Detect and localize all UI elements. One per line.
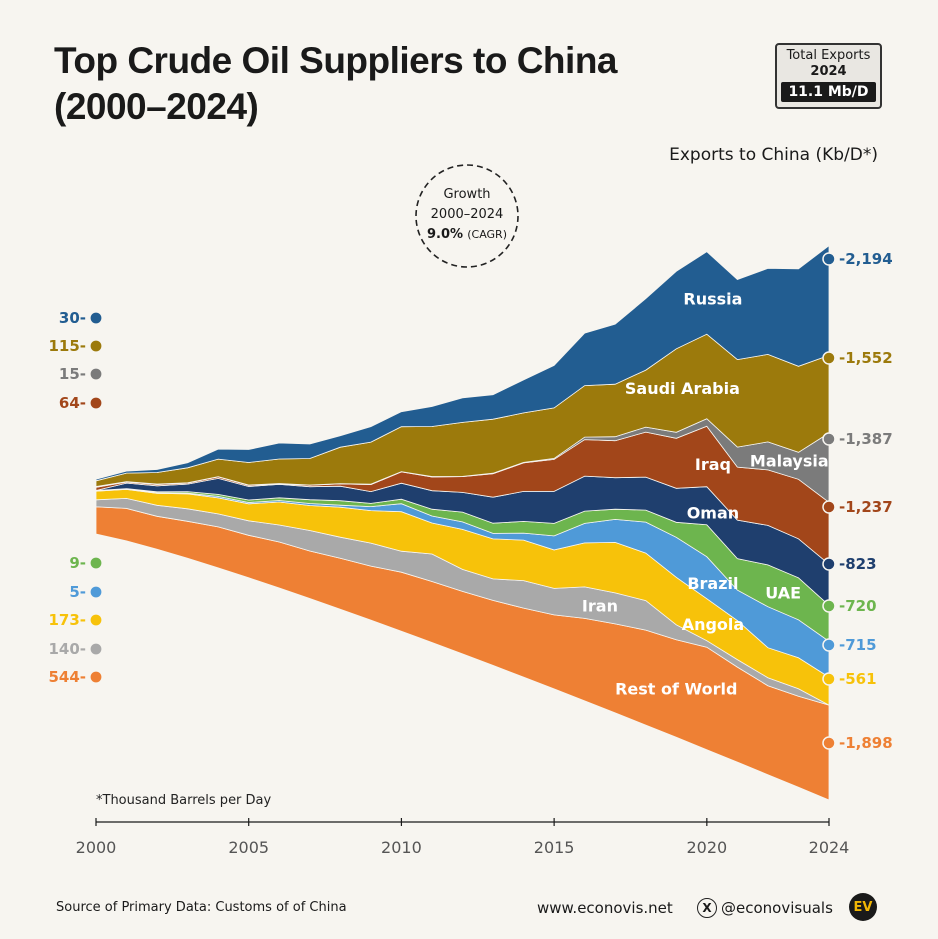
end-value-angola: -561 <box>839 670 877 688</box>
title-line-2: (2000–2024) <box>54 86 259 127</box>
start-value-malaysia: 15- <box>59 365 86 383</box>
end-marker-malaysia <box>822 432 836 446</box>
end-value-rest-of-world: -1,898 <box>839 734 893 752</box>
series-label-oman: Oman <box>687 503 739 522</box>
start-value-angola: 173- <box>48 611 86 629</box>
total-exports-badge: Total Exports 2024 11.1 Mb/D <box>775 43 882 109</box>
x-logo-icon: X <box>697 898 717 918</box>
social-handle[interactable]: X @econovisuals <box>697 898 833 918</box>
end-marker-saudi-arabia <box>822 351 836 365</box>
growth-callout: Growth 2000–2024 9.0% (CAGR) <box>415 164 519 268</box>
end-value-brazil: -715 <box>839 636 877 654</box>
start-value-russia: 30- <box>59 309 86 327</box>
badge-year: 2024 <box>810 64 847 79</box>
end-marker-brazil <box>822 638 836 652</box>
start-marker-angola <box>89 613 103 627</box>
start-marker-rest-of-world <box>89 670 103 684</box>
area-layer <box>95 244 830 801</box>
series-label-iraq: Iraq <box>695 455 731 474</box>
growth-suffix: (CAGR) <box>467 228 507 241</box>
x-tick-label-2020: 2020 <box>686 838 727 857</box>
series-label-iran: Iran <box>582 597 618 616</box>
website-link[interactable]: www.econovis.net <box>537 899 673 917</box>
x-tick-label-2015: 2015 <box>534 838 575 857</box>
start-value-rest-of-world: 544- <box>48 668 86 686</box>
end-marker-angola <box>822 672 836 686</box>
social-handle-text: @econovisuals <box>721 899 833 917</box>
series-label-russia: Russia <box>683 289 742 308</box>
source-note: Source of Primary Data: Customs of of Ch… <box>56 900 347 915</box>
badge-value: 11.1 Mb/D <box>781 82 876 102</box>
start-value-uae: 9- <box>69 554 86 572</box>
end-value-oman: -823 <box>839 555 877 573</box>
start-marker-russia <box>89 311 103 325</box>
series-label-saudi-arabia: Saudi Arabia <box>625 379 740 398</box>
end-value-uae: -720 <box>839 597 877 615</box>
start-marker-uae <box>89 556 103 570</box>
chart-title: Top Crude Oil Suppliers to China (2000–2… <box>54 38 618 130</box>
end-value-malaysia: -1,387 <box>839 430 893 448</box>
end-marker-iraq <box>822 500 836 514</box>
growth-value: 9.0% <box>427 227 463 242</box>
end-marker-oman <box>822 557 836 571</box>
start-marker-iran <box>89 642 103 656</box>
start-value-iraq: 64- <box>59 394 86 412</box>
start-marker-saudi-arabia <box>89 339 103 353</box>
end-marker-russia <box>822 252 836 266</box>
start-marker-malaysia <box>89 367 103 381</box>
growth-line-1: Growth <box>443 187 490 202</box>
series-label-malaysia: Malaysia <box>750 452 829 471</box>
start-value-saudi-arabia: 115- <box>48 337 86 355</box>
end-value-iraq: -1,237 <box>839 498 893 516</box>
series-label-rest-of-world: Rest of World <box>615 680 737 699</box>
series-label-brazil: Brazil <box>687 574 738 593</box>
x-axis: 2000 2005 2010 2015 2020 2024 <box>76 818 850 857</box>
unit-label: Exports to China (Kb/D*) <box>669 145 878 165</box>
growth-line-2: 2000–2024 <box>431 207 504 222</box>
x-tick-label-2005: 2005 <box>228 838 269 857</box>
series-label-layer: Rest of World Iran Angola Brazil UAE Oman Iraq… <box>582 289 829 698</box>
start-value-brazil: 5- <box>69 583 86 601</box>
series-label-angola: Angola <box>682 615 745 634</box>
start-marker-brazil <box>89 585 103 599</box>
end-value-russia: -2,194 <box>839 250 893 268</box>
end-value-saudi-arabia: -1,552 <box>839 349 893 367</box>
series-label-uae: UAE <box>765 583 801 602</box>
footnote: *Thousand Barrels per Day <box>96 793 272 808</box>
x-tick-label-2000: 2000 <box>76 838 117 857</box>
end-marker-uae <box>822 599 836 613</box>
x-tick-label-2010: 2010 <box>381 838 422 857</box>
x-tick-label-2024: 2024 <box>809 838 850 857</box>
start-value-iran: 140- <box>48 640 86 658</box>
value-marker-layer: 544- 140- 173- 5- 9- 64- 15- 115- 30- -1,898 -561 -… <box>48 250 892 752</box>
badge-label: Total Exports <box>786 48 871 63</box>
start-marker-iraq <box>89 396 103 410</box>
growth-value-line: 9.0% (CAGR) <box>427 227 507 242</box>
econovis-logo-icon: EV <box>849 893 877 921</box>
end-marker-rest-of-world <box>822 736 836 750</box>
title-line-1: Top Crude Oil Suppliers to China <box>54 40 618 81</box>
